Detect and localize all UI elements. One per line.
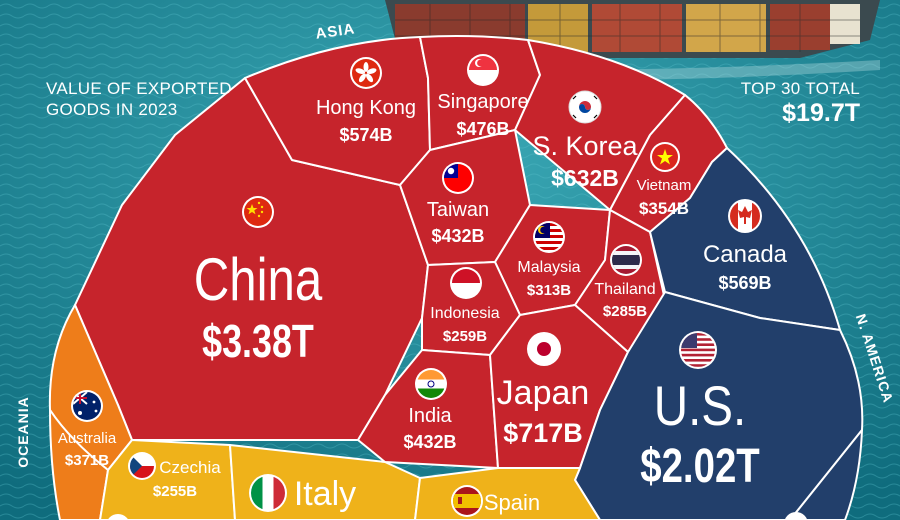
- australia-name: Australia: [58, 430, 117, 447]
- japan-flag-icon: [527, 332, 561, 366]
- subtitle-line-2: GOODS IN 2023: [46, 100, 178, 119]
- indonesia-value: $259B: [443, 328, 487, 345]
- czechia-flag-icon: [128, 452, 156, 480]
- s-korea-value: $632B: [551, 165, 619, 191]
- china-value: $3.38T: [202, 316, 314, 367]
- flags: [71, 54, 808, 520]
- indonesia-name: Indonesia: [430, 305, 499, 322]
- china-name: China: [194, 245, 323, 313]
- australia-value: $371B: [65, 452, 109, 469]
- singapore-flag-icon: [467, 54, 499, 86]
- canada-name: Canada: [703, 241, 788, 268]
- spain-flag-icon: [451, 485, 483, 517]
- malaysia-flag-icon: [533, 221, 565, 253]
- indonesia-flag-icon: [450, 267, 482, 299]
- singapore-value: $476B: [456, 119, 509, 139]
- canada-flag-icon: [728, 199, 762, 233]
- vietnam-name: Vietnam: [637, 177, 692, 194]
- hong-kong-name: Hong Kong: [316, 97, 416, 119]
- australia-flag-icon: [71, 390, 103, 422]
- us-flag-icon: [679, 331, 717, 369]
- malaysia-name: Malaysia: [517, 259, 580, 276]
- s-korea-name: S. Korea: [532, 131, 638, 161]
- spain-name: Spain: [484, 490, 540, 515]
- india-value: $432B: [403, 432, 456, 452]
- japan-name: Japan: [497, 374, 590, 412]
- region-label-oceania: OCEANIA: [15, 396, 31, 468]
- hong-kong-value: $574B: [339, 125, 392, 145]
- thailand-value: $285B: [603, 303, 647, 320]
- china-flag-icon: [242, 196, 274, 228]
- subtitle-left: VALUE OF EXPORTED GOODS IN 2023: [46, 78, 232, 120]
- s-korea-flag-icon: [568, 90, 602, 124]
- us-name: U.S.: [654, 375, 747, 437]
- singapore-name: Singapore: [437, 91, 528, 113]
- taiwan-flag-icon: [442, 162, 474, 194]
- cell-oceania-lower[interactable]: [49, 409, 109, 520]
- italy-name: Italy: [294, 475, 356, 513]
- vietnam-flag-icon: [650, 142, 680, 172]
- taiwan-name: Taiwan: [427, 199, 489, 221]
- container-ship-image: [360, 0, 880, 81]
- region-label-asia: ASIA: [314, 20, 356, 42]
- taiwan-value: $432B: [431, 226, 484, 246]
- partial-flag-icon: [107, 512, 808, 520]
- malaysia-value: $313B: [527, 282, 571, 299]
- us-value: $2.02T: [640, 440, 760, 493]
- cell-canada[interactable]: [649, 147, 841, 331]
- total-label: TOP 30 TOTAL: [740, 79, 860, 98]
- thailand-name: Thailand: [594, 281, 655, 298]
- japan-value: $717B: [503, 418, 583, 448]
- czechia-name: Czechia: [159, 458, 221, 477]
- total-block: TOP 30 TOTAL $19.7T: [741, 78, 860, 127]
- hong-kong-flag-icon: [350, 57, 382, 89]
- total-value: $19.7T: [782, 99, 860, 127]
- vietnam-value: $354B: [639, 199, 689, 218]
- thailand-flag-icon: [610, 244, 642, 276]
- canada-value: $569B: [718, 273, 771, 293]
- subtitle-line-1: VALUE OF EXPORTED: [46, 79, 232, 98]
- italy-flag-icon: [249, 474, 287, 512]
- india-name: India: [408, 405, 452, 427]
- india-flag-icon: [415, 368, 447, 400]
- czechia-value: $255B: [153, 483, 197, 500]
